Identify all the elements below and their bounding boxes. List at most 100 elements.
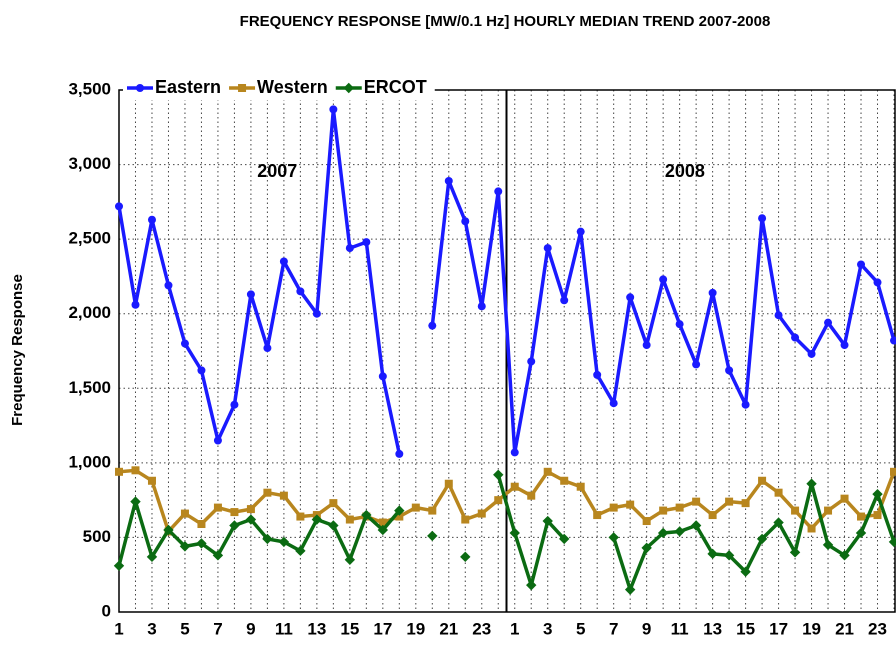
chart-title: FREQUENCY RESPONSE [MW/0.1 Hz] HOURLY ME… <box>240 13 771 30</box>
annotation: 2008 <box>665 161 705 181</box>
legend: Eastern Western ERCOT <box>123 76 435 100</box>
point <box>824 506 833 515</box>
point <box>675 503 684 512</box>
point <box>377 524 389 536</box>
point <box>692 497 701 506</box>
point <box>213 436 222 445</box>
point <box>807 524 816 533</box>
point <box>527 357 536 366</box>
point <box>758 214 767 223</box>
point <box>411 503 420 512</box>
point <box>461 515 470 524</box>
x-tick-label: 19 <box>406 619 425 638</box>
point <box>329 105 338 114</box>
point <box>626 293 635 302</box>
point <box>725 497 734 506</box>
point <box>789 547 801 558</box>
legend-label: Western <box>257 77 328 97</box>
point <box>642 517 651 526</box>
point <box>741 400 750 409</box>
point <box>115 467 123 476</box>
point <box>626 500 635 509</box>
y-tick-label: 2,000 <box>68 303 111 322</box>
point <box>890 467 896 476</box>
point <box>311 514 323 525</box>
x-tick-label: 13 <box>307 619 326 638</box>
x-tick-label: 23 <box>472 619 491 638</box>
point <box>872 488 883 500</box>
x-tick-label: 5 <box>180 619 189 638</box>
x-tick-label: 3 <box>147 619 156 638</box>
point <box>295 545 306 557</box>
point <box>624 584 636 595</box>
y-tick-label: 0 <box>102 601 111 620</box>
point <box>345 244 354 253</box>
point <box>659 275 668 284</box>
point <box>230 508 239 517</box>
point <box>741 499 750 508</box>
point <box>147 215 156 224</box>
point <box>690 520 702 531</box>
x-tick-label: 3 <box>543 619 552 638</box>
point <box>395 449 404 458</box>
point <box>674 526 685 537</box>
point <box>509 527 520 539</box>
point <box>246 290 255 299</box>
x-tick-label: 17 <box>373 619 392 638</box>
point <box>136 84 144 92</box>
point <box>279 491 288 500</box>
point <box>576 227 585 236</box>
point <box>246 505 255 514</box>
x-tick-label: 11 <box>671 619 689 638</box>
point <box>758 476 767 485</box>
x-tick-label: 9 <box>246 619 255 638</box>
point <box>756 533 768 545</box>
point <box>609 503 618 512</box>
x-tick-label: 7 <box>213 619 222 638</box>
point <box>395 512 404 521</box>
x-tick-label: 11 <box>275 619 293 638</box>
point <box>477 509 486 518</box>
point <box>196 538 207 549</box>
legend-label: ERCOT <box>364 77 427 97</box>
x-tick-label: 15 <box>736 619 755 638</box>
point <box>197 366 206 375</box>
y-axis-label: Frequency Response <box>9 274 26 426</box>
y-tick-label: 3,000 <box>68 154 111 173</box>
point <box>773 517 784 528</box>
point <box>740 566 751 577</box>
x-tick-label: 1 <box>114 619 123 638</box>
point <box>428 321 437 330</box>
point <box>180 339 189 348</box>
point <box>822 539 834 551</box>
point <box>146 551 158 563</box>
point <box>560 296 569 305</box>
point <box>725 366 734 375</box>
point <box>428 506 437 515</box>
x-tick-label: 23 <box>868 619 887 638</box>
point <box>526 579 537 591</box>
point <box>774 488 783 497</box>
point <box>444 176 453 185</box>
point <box>692 360 701 369</box>
point <box>131 466 140 475</box>
series <box>115 105 896 458</box>
point <box>543 244 552 253</box>
point <box>723 550 735 561</box>
point <box>344 554 356 565</box>
point <box>213 503 222 512</box>
x-tick-label: 19 <box>802 619 821 638</box>
point <box>708 511 717 520</box>
x-tick-label: 21 <box>835 619 854 638</box>
point <box>263 488 272 497</box>
point <box>791 506 800 515</box>
point <box>708 288 717 297</box>
point <box>527 491 536 500</box>
x-tick-label: 1 <box>510 619 519 638</box>
x-tick-label: 13 <box>703 619 722 638</box>
point <box>477 302 486 311</box>
point <box>460 551 471 563</box>
y-tick-label: 1,000 <box>68 452 111 471</box>
point <box>791 333 800 342</box>
